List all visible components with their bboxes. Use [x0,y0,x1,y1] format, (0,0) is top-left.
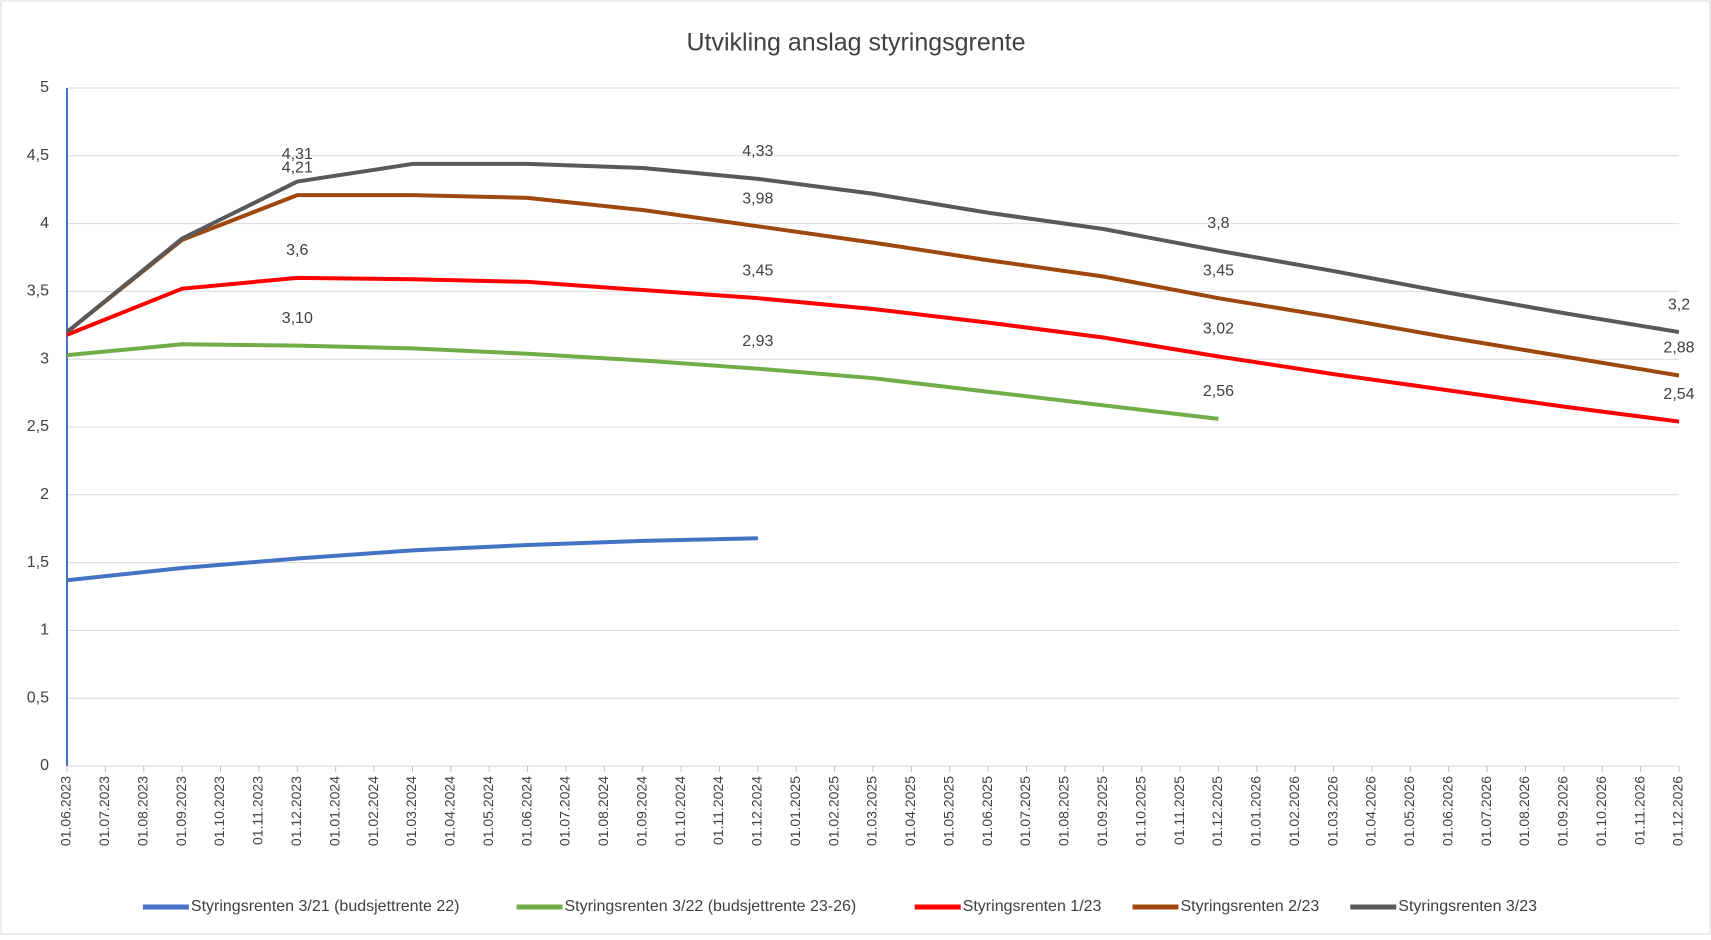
x-tick-label: 01.07.2024 [557,776,573,846]
x-tick-label: 01.04.2024 [442,776,458,846]
data-label: 3,2 [1668,296,1690,313]
y-tick-label: 1,5 [27,554,49,571]
series-line [66,275,1680,424]
data-label: 3,8 [1207,215,1229,232]
x-tick-label: 01.05.2026 [1401,776,1417,846]
x-tick-label: 01.02.2024 [365,776,381,846]
x-tick-label: 01.01.2025 [787,776,803,846]
x-tick-label: 01.06.2025 [979,776,995,846]
x-tick-label: 01.08.2024 [595,776,611,846]
x-tick-label: 01.04.2025 [902,776,918,846]
x-tick-label: 01.11.2023 [250,776,266,845]
x-tick-label: 01.09.2025 [1094,776,1110,846]
y-tick-label: 3 [40,350,49,367]
x-tick-label: 01.10.2025 [1132,776,1148,846]
legend-label: Styringsrenten 3/23 [1398,898,1537,915]
x-tick-label: 01.08.2025 [1056,776,1072,846]
y-tick-label: 4,5 [27,147,49,164]
series-line [66,342,1219,421]
x-tick-label: 01.10.2023 [211,776,227,846]
x-tick-label: 01.05.2024 [480,776,496,846]
data-label: 3,6 [286,242,308,259]
x-tick-label: 01.10.2024 [672,776,688,846]
series-line [65,193,1680,378]
x-tick-label: 01.08.2023 [134,776,150,846]
legend-label: Styringsrenten 2/23 [1181,898,1320,915]
y-tick-label: 0 [40,757,49,774]
x-tick-label: 01.06.2024 [518,776,534,846]
data-label: 2,54 [1663,386,1694,403]
x-tick-label: 01.11.2025 [1171,776,1187,845]
y-tick-label: 5 [40,79,49,96]
legend-label: Styringsrenten 3/22 (budsjettrente 23-26… [565,898,857,915]
x-tick-label: 01.07.2025 [1017,776,1033,846]
data-label: 3,02 [1203,321,1234,338]
x-tick-label: 01.12.2025 [1209,776,1225,846]
data-label: 4,31 [282,146,313,163]
data-label: 3,10 [282,310,313,327]
y-tick-label: 1 [40,622,49,639]
x-tick-label: 01.06.2023 [58,776,74,846]
x-tick-label: 01.03.2025 [864,776,880,846]
x-tick-label: 01.04.2026 [1363,776,1379,846]
x-tick-label: 01.07.2026 [1478,776,1494,846]
y-tick-label: 3,5 [27,283,49,300]
legend-label: Styringsrenten 1/23 [963,898,1102,915]
x-tick-label: 01.10.2026 [1593,776,1609,846]
series-line [66,536,758,583]
x-tick-label: 01.08.2026 [1516,776,1532,846]
x-tick-label: 01.11.2024 [710,776,726,845]
series-line [65,161,1680,335]
x-tick-label: 01.09.2026 [1555,776,1571,846]
data-label: 2,56 [1203,383,1234,400]
data-label: 3,45 [1203,262,1234,279]
data-label: 4,33 [742,143,773,160]
data-label: 3,98 [742,191,773,208]
x-tick-label: 01.03.2024 [403,776,419,846]
x-tick-label: 01.03.2026 [1324,776,1340,846]
x-tick-label: 01.09.2023 [173,776,189,846]
data-label: 2,88 [1663,340,1694,357]
x-tick-label: 01.06.2026 [1439,776,1455,846]
y-tick-label: 0,5 [27,689,49,706]
data-label: 4,21 [282,159,313,176]
x-tick-label: 01.02.2025 [825,776,841,846]
x-tick-label: 01.01.2026 [1248,776,1264,846]
x-tick-label: 01.07.2023 [96,776,112,846]
x-tick-label: 01.09.2024 [633,776,649,846]
legend-label: Styringsrenten 3/21 (budsjettrente 22) [191,898,460,915]
x-tick-label: 01.05.2025 [940,776,956,846]
x-tick-label: 01.12.2023 [288,776,304,846]
data-label: 2,93 [742,333,773,350]
x-tick-label: 01.12.2024 [749,776,765,846]
x-tick-label: 01.02.2026 [1286,776,1302,846]
y-tick-label: 2 [40,486,49,503]
x-tick-label: 01.12.2026 [1670,776,1686,846]
x-tick-label: 01.01.2024 [326,776,342,846]
data-label: 3,45 [742,262,773,279]
y-tick-label: 2,5 [27,418,49,435]
x-tick-label: 01.11.2026 [1631,776,1647,845]
y-tick-label: 4 [40,215,49,232]
chart-title: Utvikling anslag styringsgrente [686,29,1025,57]
